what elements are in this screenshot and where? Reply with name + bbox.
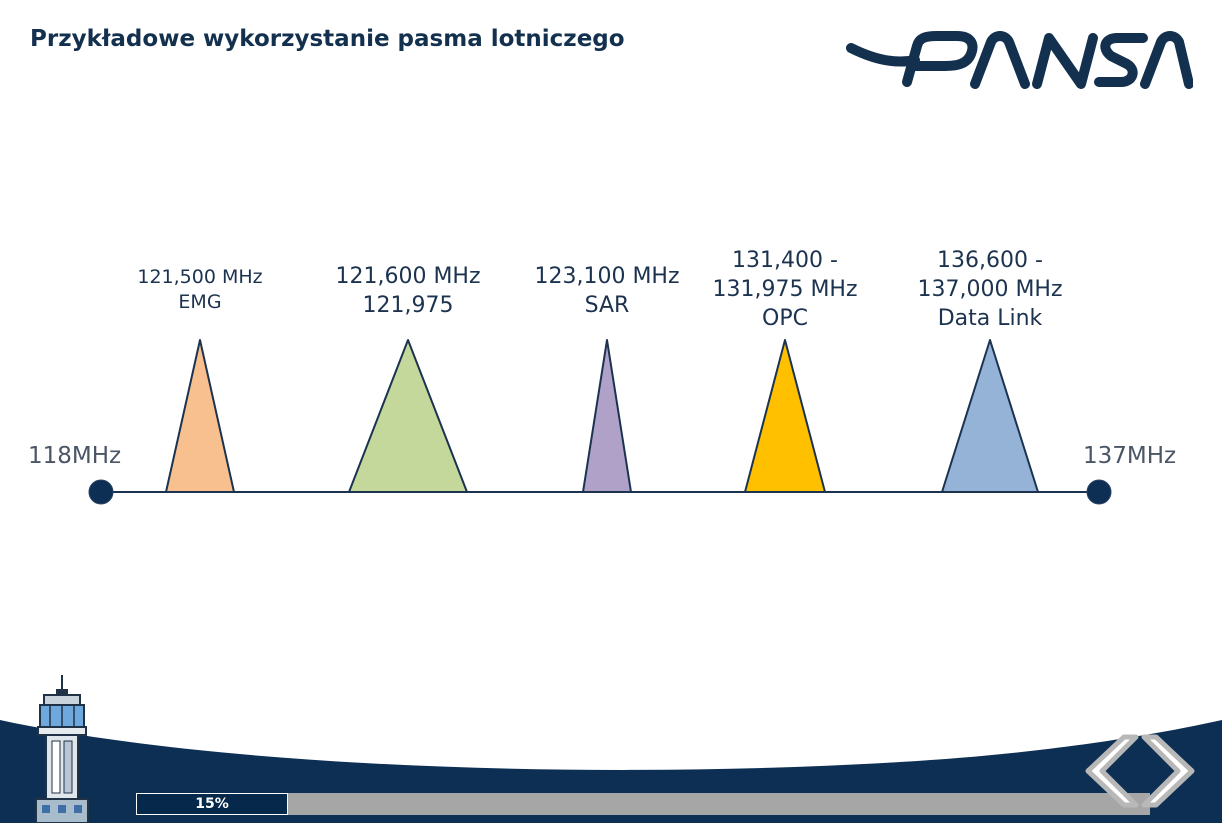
band-triangle bbox=[582, 339, 632, 493]
band-label-line: 136,600 - bbox=[937, 248, 1043, 273]
band-label-line: SAR bbox=[584, 293, 630, 319]
band-triangle bbox=[165, 339, 235, 493]
band-triangle bbox=[744, 339, 826, 493]
band-label: 121,500 MHz EMG bbox=[137, 265, 262, 315]
axis-start-label: 118MHz bbox=[28, 443, 122, 469]
band-label-line: EMG bbox=[178, 291, 222, 314]
band-label-line: 123,100 MHz bbox=[534, 264, 680, 289]
pansa-logo bbox=[846, 31, 1193, 89]
control-tower-illustration bbox=[35, 675, 89, 823]
axis-start-dot bbox=[88, 479, 114, 505]
band-triangle bbox=[941, 339, 1039, 493]
progress-bar: 15% bbox=[136, 793, 1150, 815]
band-label-line: 131,400 - bbox=[732, 248, 838, 273]
band-triangle bbox=[348, 339, 468, 493]
band-label-line: 131,975 MHz bbox=[712, 277, 858, 303]
band-label: 121,600 MHz 121,975 bbox=[335, 262, 480, 320]
band-label-line: Data Link bbox=[937, 306, 1043, 332]
axis-end-label: 137MHz bbox=[1083, 443, 1177, 469]
previous-slide-button[interactable]: previous bbox=[1078, 733, 1140, 809]
slide-title: Przykładowe wykorzystanie pasma lotnicze… bbox=[30, 26, 625, 52]
next-slide-button[interactable]: next bbox=[1140, 733, 1202, 809]
band-label-line: 137,000 MHz bbox=[917, 277, 1063, 303]
band-label-line: 121,500 MHz bbox=[137, 266, 263, 288]
band-label-line: 121,975 bbox=[362, 293, 454, 319]
band-label-line: OPC bbox=[762, 306, 808, 332]
progress-fill bbox=[136, 793, 288, 815]
band-label: 131,400 - 131,975 MHz OPC bbox=[712, 246, 857, 333]
axis-end-dot bbox=[1086, 479, 1112, 505]
band-label-line: 121,600 MHz bbox=[335, 264, 481, 289]
progress-label: 15% bbox=[195, 796, 229, 812]
band-label: 136,600 - 137,000 MHz Data Link bbox=[917, 246, 1062, 333]
band-label: 123,100 MHz SAR bbox=[534, 262, 679, 320]
